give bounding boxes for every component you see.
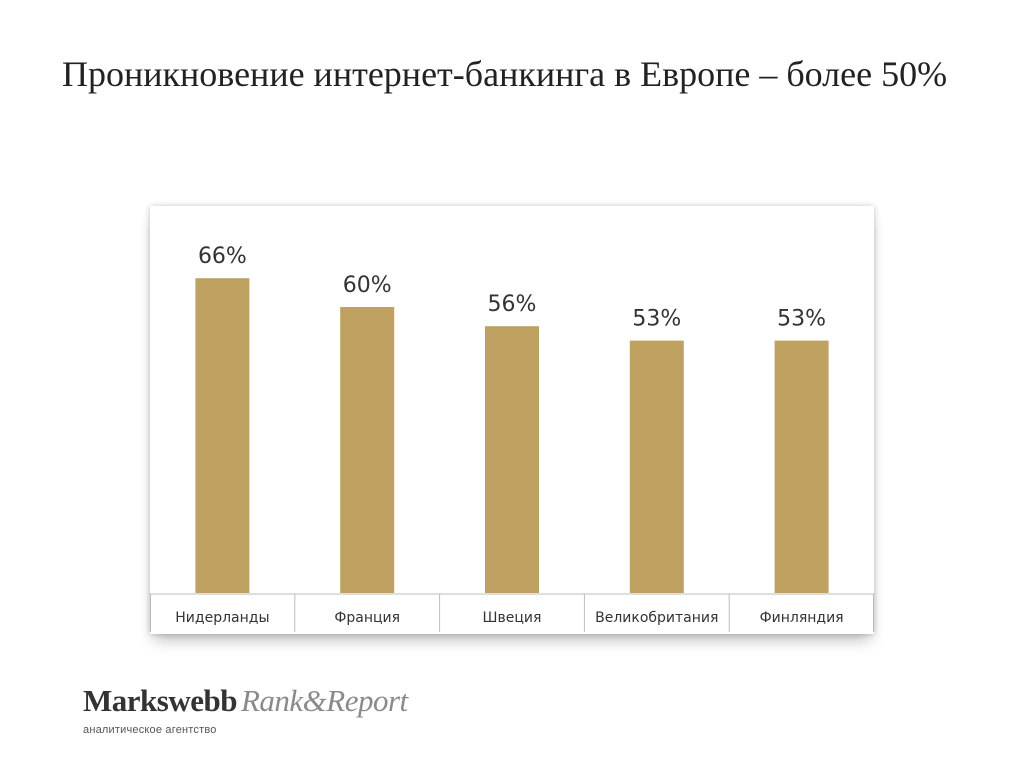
- category-label-1: Нидерланды: [175, 610, 269, 626]
- value-label-2: 60%: [343, 273, 392, 298]
- bar-3: [483, 324, 541, 595]
- bar-2: [338, 305, 397, 595]
- markswebb-logo: Markswebb Rank&Report аналитическое агент…: [83, 684, 483, 744]
- slide-title: Проникновение интернет-банкинга в Европе…: [62, 54, 948, 94]
- bars-layer: 66% 60% 56% 53% 53%: [193, 244, 831, 595]
- value-label-3: 56%: [488, 292, 537, 317]
- category-label-3: Швеция: [483, 610, 542, 626]
- bar-chart: 66% 60% 56% 53% 53% Нидерланды Франция Швеция В…: [150, 244, 874, 632]
- logo-tagline: аналитическое агентство: [83, 724, 217, 736]
- logo-sub: Rank&Report: [240, 683, 408, 718]
- value-label-1: 66%: [198, 244, 247, 269]
- bar-4: [627, 338, 686, 595]
- value-label-5: 53%: [777, 307, 826, 332]
- bar-1: [193, 276, 252, 595]
- category-label-4: Великобритания: [595, 610, 718, 626]
- chart-panel: 66% 60% 56% 53% 53% Нидерланды Франция Швеция В…: [150, 206, 874, 634]
- category-axis: Нидерланды Франция Швеция Великобритания Фин…: [150, 593, 874, 632]
- value-label-4: 53%: [632, 307, 681, 332]
- category-label-2: Франция: [334, 610, 400, 626]
- logo-brand: Markswebb: [83, 683, 237, 718]
- category-label-5: Финляндия: [760, 610, 844, 626]
- bar-5: [772, 338, 831, 595]
